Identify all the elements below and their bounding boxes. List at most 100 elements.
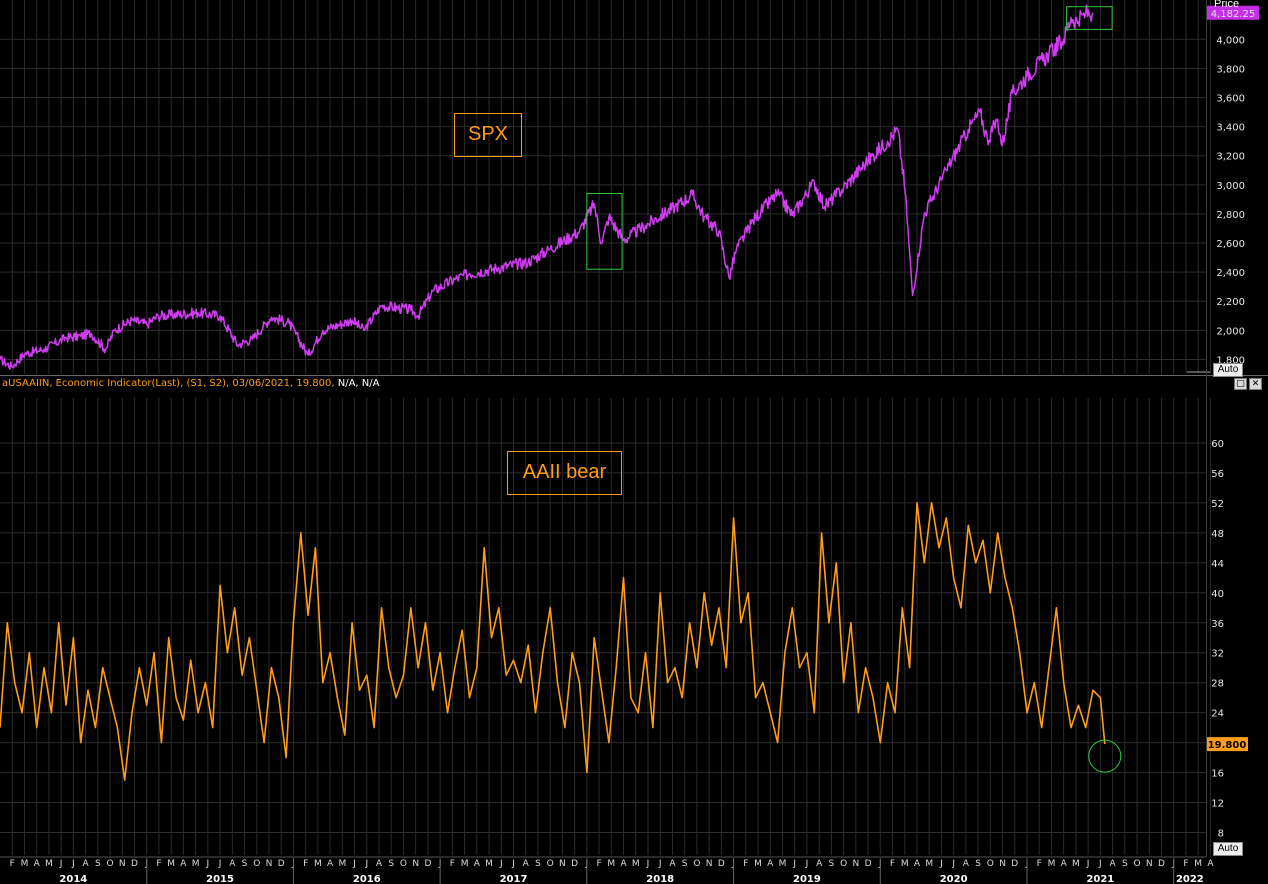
month-tick-label: A [82,859,89,869]
month-tick-label: A [474,859,481,869]
aaii-tick-label: 60 [1211,439,1224,450]
month-tick-label: D [1158,859,1165,869]
month-tick-label: A [1110,859,1117,869]
month-tick-label: A [816,859,823,869]
aaii-tick-label: 52 [1211,499,1224,510]
top-panel-grid [0,0,1268,857]
month-tick-label: F [10,859,15,869]
month-tick-label: A [963,859,970,869]
aaii-tick-label: 16 [1211,769,1224,780]
legend-extra: N/A, N/A [334,378,380,389]
aaii-last-value-label: 19.800 [1208,740,1247,751]
month-tick-label: J [499,859,503,869]
year-label: 2021 [1086,874,1114,884]
price-tick-label: 3,400 [1216,123,1245,134]
aaii-tick-label: 8 [1218,829,1224,840]
month-tick-label: J [352,859,356,869]
indicator-legend: aUSAAIIN, Economic Indicator(Last), (S1,… [2,378,379,389]
aaii-tick-label: 12 [1211,799,1224,810]
month-tick-label: A [620,859,627,869]
month-tick-label: M [901,859,909,869]
month-tick-label: D [1011,859,1018,869]
month-tick-label: F [303,859,308,869]
month-tick-label: M [607,859,615,869]
year-label: 2016 [353,874,381,884]
month-tick-label: M [338,859,346,869]
month-tick-label: D [718,859,725,869]
price-tick-label: 2,000 [1216,326,1245,337]
spx-last-value-label: 4,182.25 [1211,9,1256,20]
month-tick-label: S [1122,859,1128,869]
month-tick-label: J [511,859,515,869]
month-tick-label: M [1194,859,1202,869]
aaii-axis: 812162024283236404448525660 [1211,439,1224,840]
month-tick-label: F [890,859,895,869]
highlight-marks: 4,182.25 19.800 [586,5,1259,773]
month-tick-label: A [376,859,383,869]
aaii-tick-label: 56 [1211,469,1224,480]
close-icon[interactable]: ✕ [1249,378,1262,390]
bottom-auto-button[interactable]: Auto [1213,842,1243,856]
month-tick-label: A [914,859,921,869]
spx-series [0,4,1094,370]
month-tick-label: N [706,859,713,869]
aaii-tick-label: 44 [1211,559,1224,570]
month-tick-label: O [253,859,260,869]
time-axis: FMAMJJASONDJFMAMJJASONDJFMAMJJASONDJFMAM… [0,856,1214,884]
month-tick-label: M [314,859,322,869]
top-auto-button[interactable]: Auto [1213,363,1243,377]
month-tick-label: O [987,859,994,869]
aaii-tick-label: 24 [1211,709,1224,720]
month-tick-label: D [571,859,578,869]
price-tick-label: 2,600 [1216,239,1245,250]
month-tick-label: S [95,859,101,869]
aaii-line [0,502,1106,781]
month-tick-label: M [779,859,787,869]
month-tick-label: M [925,859,933,869]
month-tick-label: A [34,859,41,869]
year-label: 2022 [1176,874,1204,884]
month-tick-label: M [485,859,493,869]
month-tick-label: J [206,859,210,869]
month-tick-label: D [424,859,431,869]
month-tick-label: J [364,859,368,869]
price-tick-label: 1,800 [1216,355,1245,366]
price-tick-label: 3,000 [1216,181,1245,192]
month-tick-label: A [1207,859,1214,869]
month-tick-label: D [865,859,872,869]
month-tick-label: S [682,859,688,869]
month-tick-label: A [229,859,236,869]
aaii-last-value-tag [1207,737,1248,752]
year-label: 2020 [940,874,968,884]
month-tick-label: J [218,859,222,869]
month-tick-label: S [242,859,248,869]
aaii-tick-label: 48 [1211,529,1224,540]
price-tick-label: 3,200 [1216,152,1245,163]
aaii-tick-label: 40 [1211,589,1224,600]
year-label: 2017 [500,874,528,884]
month-tick-label: O [106,859,113,869]
month-tick-label: M [632,859,640,869]
price-tick-label: 3,800 [1216,64,1245,75]
month-tick-label: N [559,859,566,869]
month-tick-label: A [523,859,530,869]
month-tick-label: J [792,859,796,869]
month-tick-label: J [1098,859,1102,869]
bottom-panel-grid [0,398,1211,855]
price-axis: 1,800 2,000 2,200 2,400 2,600 2,800 3,000 3,200… [1216,35,1245,366]
price-tick-label: 4,000 [1216,35,1245,46]
month-tick-label: A [1061,859,1068,869]
price-tick-label: 3,600 [1216,94,1245,105]
restore-icon[interactable]: □ [1234,378,1247,390]
month-tick-label: F [450,859,455,869]
month-tick-label: O [400,859,407,869]
month-tick-label: M [167,859,175,869]
price-axis-title: Price [1214,0,1240,10]
aaii-tick-label: 28 [1211,679,1224,690]
aaii-annotation: AAII bear [507,451,622,495]
highlight-box [1066,6,1113,30]
month-tick-label: F [596,859,601,869]
month-tick-label: O [840,859,847,869]
month-tick-label: N [266,859,273,869]
month-tick-label: M [192,859,200,869]
